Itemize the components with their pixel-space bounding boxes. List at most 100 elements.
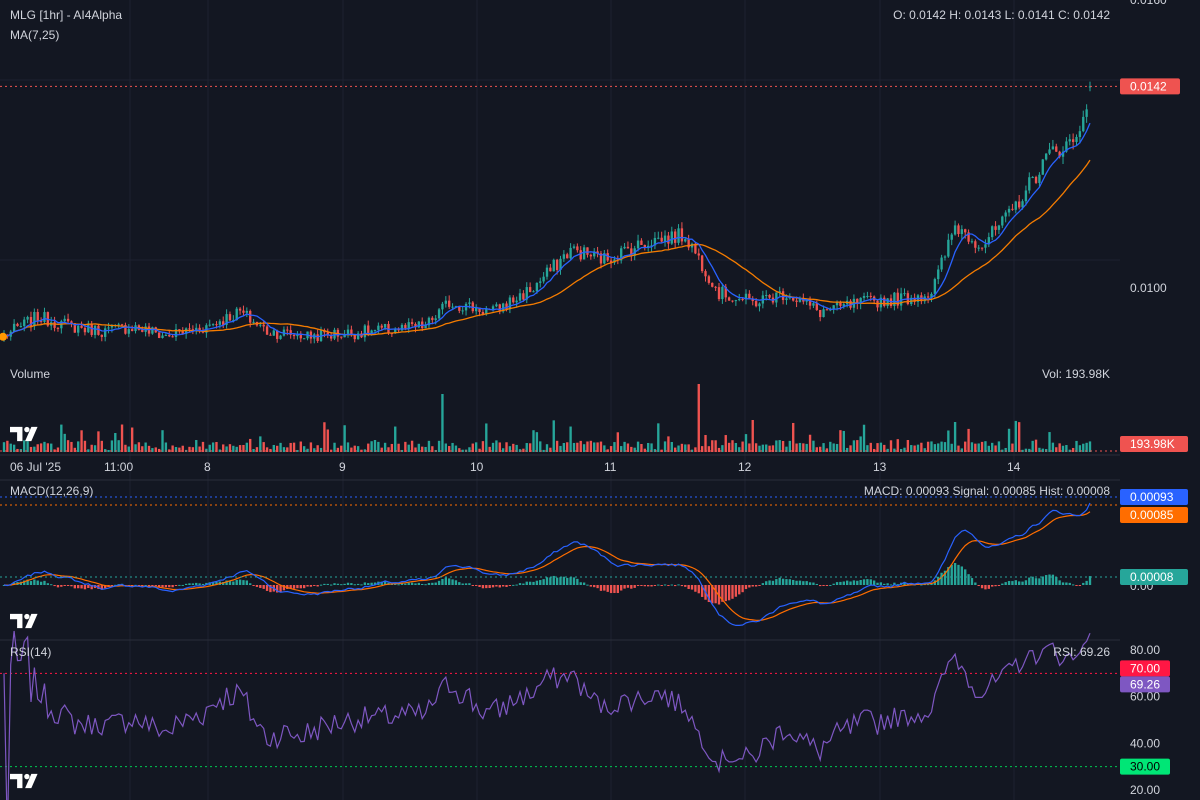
candle-body <box>356 333 360 340</box>
candle-body <box>987 237 991 245</box>
macd-hist-bar <box>603 585 606 591</box>
candle-body <box>680 228 684 242</box>
candle-body <box>883 297 886 307</box>
volume-bar <box>127 446 130 452</box>
macd-hist-bar <box>302 585 306 589</box>
volume-bar <box>340 445 343 452</box>
macd-hist-bar <box>356 583 360 585</box>
volume-bar <box>856 440 859 452</box>
candle-body <box>198 327 201 332</box>
macd-hist-bar <box>242 580 245 585</box>
candle-body <box>586 247 589 255</box>
price-panel <box>0 81 1120 344</box>
volume-bar <box>879 442 883 452</box>
volume-bar <box>991 442 994 452</box>
candle-body <box>410 322 414 324</box>
volume-bar <box>43 441 46 452</box>
macd-hist-bar <box>758 585 761 586</box>
candle-body <box>792 297 795 301</box>
macd-hist-bar <box>157 585 161 588</box>
candle-body <box>967 232 970 242</box>
macd-hist-bar <box>845 580 849 585</box>
volume-bar <box>643 448 646 452</box>
volume-bar <box>566 442 569 452</box>
macd-hist-bar <box>103 585 107 589</box>
candle-body <box>26 317 29 320</box>
candle-body <box>127 329 130 334</box>
candle-body <box>866 295 869 297</box>
macd-hist-bar <box>518 583 522 585</box>
candle-body <box>265 326 269 335</box>
volume-bar <box>232 445 235 452</box>
volume-bar <box>458 448 461 452</box>
volume-bar <box>110 440 114 452</box>
volume-bar <box>346 442 350 452</box>
volume-bar <box>319 447 323 452</box>
volume-bar <box>910 445 913 452</box>
volume-bar <box>313 448 316 452</box>
macd-hist-bar <box>613 585 616 594</box>
volume-bar <box>748 443 751 452</box>
candle-body <box>161 335 164 338</box>
macd-hist-bar <box>596 585 599 589</box>
volume-bar <box>781 440 785 452</box>
candle-body <box>694 243 697 254</box>
macd-hist-bar <box>606 585 609 592</box>
candle-body <box>249 310 252 323</box>
macd-hist-bar <box>879 582 883 585</box>
volume-bar <box>454 445 458 452</box>
macd-hist-bar <box>657 584 660 586</box>
macd-hist-bar <box>792 579 795 585</box>
macd-hist-bar <box>667 585 670 586</box>
macd-hist-bar <box>421 583 424 585</box>
volume-bar <box>137 442 141 452</box>
volume-bar <box>539 441 542 452</box>
volume-bar <box>525 443 528 452</box>
candle-body <box>566 254 569 259</box>
macd-hist-bar <box>785 579 788 585</box>
candle-body <box>913 297 916 302</box>
macd-hist-bar <box>711 585 714 604</box>
volume-bar <box>83 440 87 452</box>
candle-body <box>164 335 168 337</box>
macd-hist-bar <box>721 585 724 602</box>
macd-hist-bar <box>940 572 943 585</box>
volume-bar <box>947 430 950 452</box>
candle-body <box>157 332 161 338</box>
volume-bar <box>481 441 485 452</box>
candle-body <box>478 307 481 313</box>
macd-line <box>3 502 1091 626</box>
candle-body <box>505 303 508 310</box>
volume-bar <box>822 443 825 452</box>
volume-bar <box>252 448 255 452</box>
candle-body <box>859 297 862 304</box>
volume-bar <box>46 443 50 452</box>
macd-hist-bar <box>1014 580 1017 585</box>
candle-body <box>842 304 845 306</box>
macd-hist-bar <box>410 582 414 585</box>
volume-bar <box>410 440 414 452</box>
candle-body <box>579 250 582 260</box>
candle-body <box>768 295 771 298</box>
macd-hist-bar <box>947 567 950 585</box>
macd-hist-bar <box>249 583 252 585</box>
volume-bar <box>1078 445 1082 452</box>
macd-hist-bar <box>903 581 906 585</box>
volume-bar <box>761 444 765 452</box>
macd-hist-bar <box>768 580 771 585</box>
rsi-30-label: 30.00 <box>1130 760 1160 774</box>
volume-bar <box>562 442 566 452</box>
candle-body <box>994 226 997 230</box>
macd-hist-bar <box>367 583 370 585</box>
macd-hist-bar <box>528 581 532 585</box>
macd-hist-bar <box>866 579 869 585</box>
candle-body <box>309 331 313 339</box>
candle-body <box>606 253 609 261</box>
candle-body <box>964 229 967 233</box>
macd-hist-bar <box>178 584 181 586</box>
macd-hist-bar <box>572 577 576 585</box>
volume-bar <box>144 442 147 452</box>
macd-hist-bar <box>849 581 852 585</box>
volume-bar <box>265 447 269 452</box>
macd-hist-bar <box>501 585 505 587</box>
